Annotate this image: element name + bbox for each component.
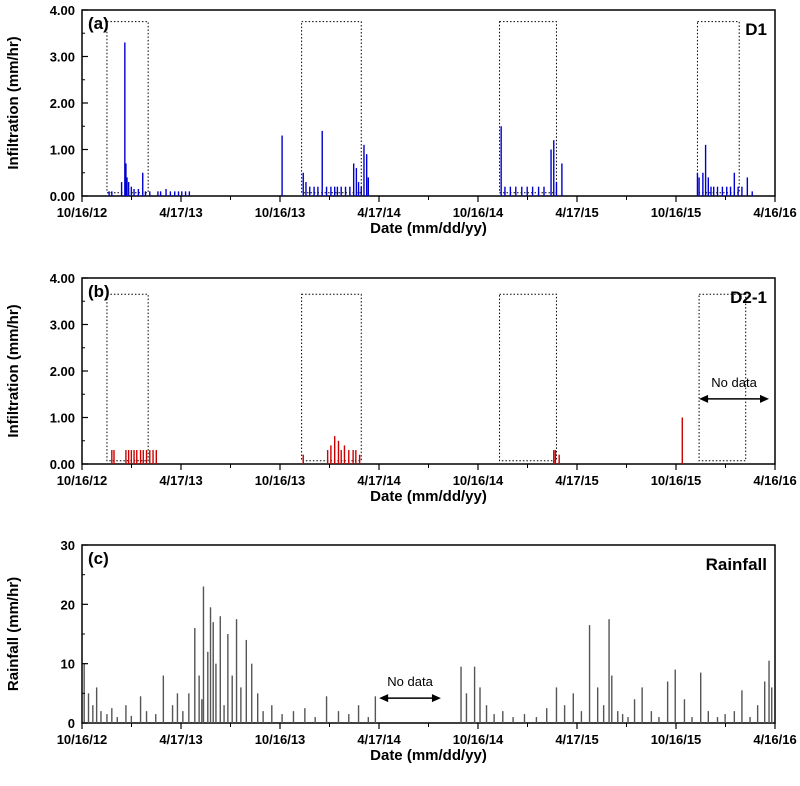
panel-3-x-tick-label: 10/16/15 <box>651 732 702 747</box>
panel-2-no-data-arrow-right-icon <box>760 394 769 403</box>
panel-3-plot-frame <box>81 544 776 724</box>
panel-1-x-tick-label: 10/16/13 <box>255 205 306 220</box>
panel-3-x-tick-label: 4/17/14 <box>357 732 401 747</box>
panel-3-x-tick-label: 4/16/16 <box>753 732 796 747</box>
panel-2-dotted-box <box>499 293 557 462</box>
panel-2-x-axis-title: Date (mm/dd/yy) <box>370 488 487 505</box>
panel-1-y-tick-label: 4.00 <box>50 3 75 18</box>
panel-2-x-tick-label: 10/16/14 <box>453 473 504 488</box>
panel-3-x-tick-label: 4/17/13 <box>159 732 202 747</box>
panel-3-no-data-label: No data <box>387 674 433 689</box>
panel-3-no-data-arrow-right-icon <box>431 694 441 703</box>
panel-1-dotted-box <box>499 21 557 194</box>
panel-3-y-tick-label: 20 <box>61 597 75 612</box>
panel-3-x-axis-title: Date (mm/dd/yy) <box>370 747 487 764</box>
panel-3-y-tick-label: 30 <box>61 538 75 553</box>
panel-2-x-tick-label: 10/16/15 <box>651 473 702 488</box>
panel-2-y-axis-title: Infiltration (mm/hr) <box>5 304 22 437</box>
panel-1-x-tick-label: 4/16/16 <box>753 205 796 220</box>
panel-1-x-tick-label: 4/17/14 <box>357 205 401 220</box>
panel-1-y-axis-title: Infiltration (mm/hr) <box>5 36 22 169</box>
panel-1-y-tick-label: 3.00 <box>50 50 75 65</box>
panel-2-x-tick-label: 10/16/12 <box>57 473 108 488</box>
panel-2-y-tick-label: 4.00 <box>50 271 75 286</box>
panel-3-no-data-arrow-left-icon <box>379 694 389 703</box>
panel-3-y-axis-title: Rainfall (mm/hr) <box>5 577 22 691</box>
panel-1-series-label: D1 <box>745 20 767 39</box>
panel-1-x-axis-title: Date (mm/dd/yy) <box>370 220 487 237</box>
panel-1-y-tick-label: 2.00 <box>50 96 75 111</box>
panel-3-y-tick-label: 10 <box>61 657 75 672</box>
panel-2-dotted-box <box>301 293 362 462</box>
panel-3-x-tick-label: 10/16/14 <box>453 732 504 747</box>
panel-2-series-label: D2-1 <box>730 288 767 307</box>
panel-2-y-tick-label: 3.00 <box>50 318 75 333</box>
panel-2-y-tick-label: 0.00 <box>50 457 75 472</box>
panel-3-x-tick-label: 10/16/12 <box>57 732 108 747</box>
panel-3-panel-label: (c) <box>88 549 109 568</box>
panel-2-panel-label: (b) <box>88 282 110 301</box>
panel-2-x-tick-label: 4/16/16 <box>753 473 796 488</box>
panel-2-dotted-box <box>698 293 747 462</box>
panel-3-x-tick-label: 4/17/15 <box>555 732 598 747</box>
panel-3-y-tick-label: 0 <box>68 716 75 731</box>
panel-1-x-tick-label: 10/16/12 <box>57 205 108 220</box>
panel-1-dotted-box <box>696 21 740 194</box>
panel-1-y-tick-label: 1.00 <box>50 143 75 158</box>
panel-2-no-data-label: No data <box>711 375 757 390</box>
panel-3-x-tick-label: 10/16/13 <box>255 732 306 747</box>
panel-1-x-tick-label: 10/16/15 <box>651 205 702 220</box>
panel-3-series-label: Rainfall <box>706 555 767 574</box>
panel-2-no-data-arrow-left-icon <box>699 394 709 403</box>
panel-1-x-tick-label: 4/17/13 <box>159 205 202 220</box>
panel-1-dotted-box <box>301 21 362 194</box>
panel-2-y-tick-label: 1.00 <box>50 411 75 426</box>
panel-2-x-tick-label: 4/17/15 <box>555 473 598 488</box>
panel-2-dotted-box <box>106 293 149 462</box>
panel-2-y-tick-label: 2.00 <box>50 364 75 379</box>
panel-2-x-tick-label: 10/16/13 <box>255 473 306 488</box>
panel-2-x-tick-label: 4/17/14 <box>357 473 401 488</box>
panel-1-y-tick-label: 0.00 <box>50 189 75 204</box>
panel-1-x-tick-label: 10/16/14 <box>453 205 504 220</box>
panel-1-panel-label: (a) <box>88 14 109 33</box>
panel-1-plot-frame <box>81 9 776 197</box>
panel-2-plot-frame <box>81 277 776 465</box>
panel-2-x-tick-label: 4/17/13 <box>159 473 202 488</box>
panel-1-dotted-box <box>106 21 149 194</box>
panel-1-x-tick-label: 4/17/15 <box>555 205 598 220</box>
